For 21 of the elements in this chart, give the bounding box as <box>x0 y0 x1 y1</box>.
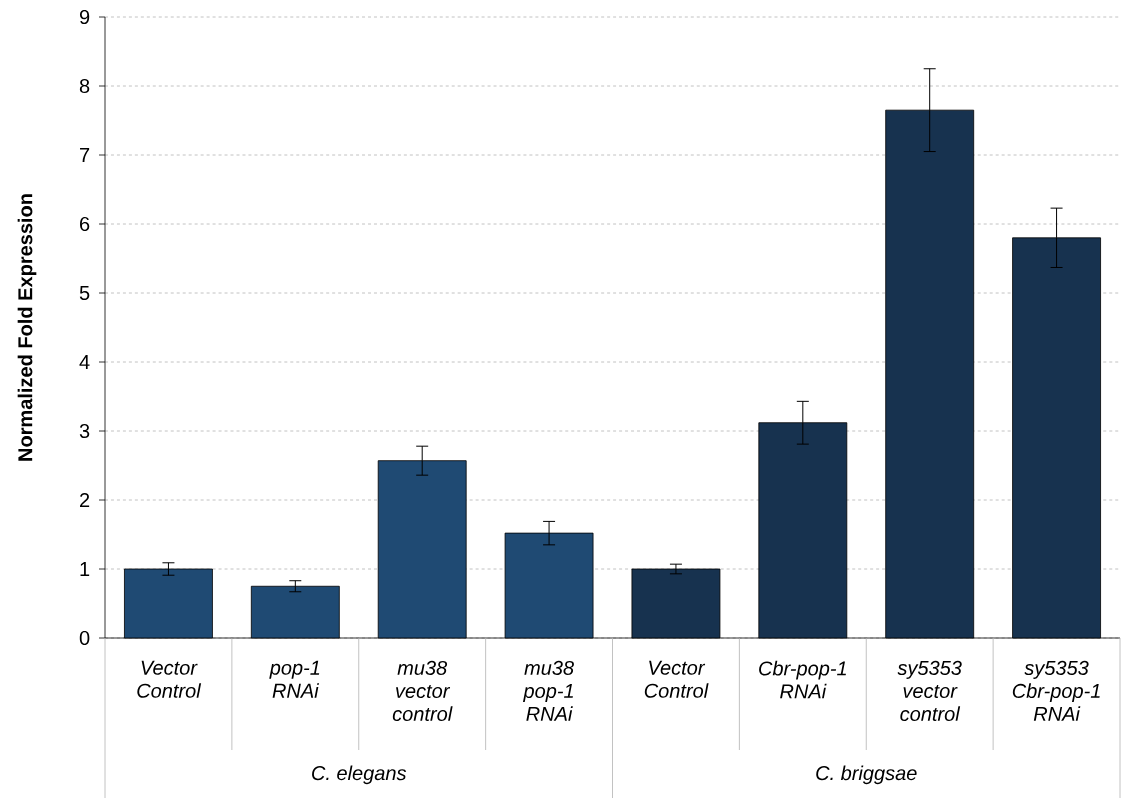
y-tick-label: 5 <box>79 286 90 300</box>
text: C. elegans <box>312 765 407 785</box>
x-tick-label: pop-1 RNAi <box>269 660 320 698</box>
x-tick-label: Vector Control <box>644 660 709 698</box>
x-tick-label: sy5353 vector control <box>897 660 962 722</box>
x-tick-label: Vector Control <box>137 660 202 698</box>
y-tick-label: 8 <box>79 78 90 94</box>
y-tick-label: 6 <box>80 216 90 232</box>
y-tick-label: 7 <box>80 148 90 162</box>
x-tick-label: mu38 vector control <box>392 660 453 722</box>
y-tick-label: 4 <box>79 355 90 369</box>
y-tick-label: 0 <box>79 630 90 646</box>
x-tick-label: Cbr-pop-1 RNAi <box>759 660 846 699</box>
x-tick-label: sy5353 Cbr-pop-1 RNAi <box>1012 660 1100 721</box>
text: C. briggsae <box>816 765 917 785</box>
y-axis-title: Normalized Fold Expression <box>17 194 37 461</box>
y-tick-label: 1 <box>80 562 90 576</box>
y-tick-label: 3 <box>79 423 90 439</box>
y-tick-label: 9 <box>79 9 90 25</box>
x-tick-label: mu38 pop-1 RNAi <box>522 660 574 721</box>
y-tick-label: 2 <box>80 493 90 507</box>
